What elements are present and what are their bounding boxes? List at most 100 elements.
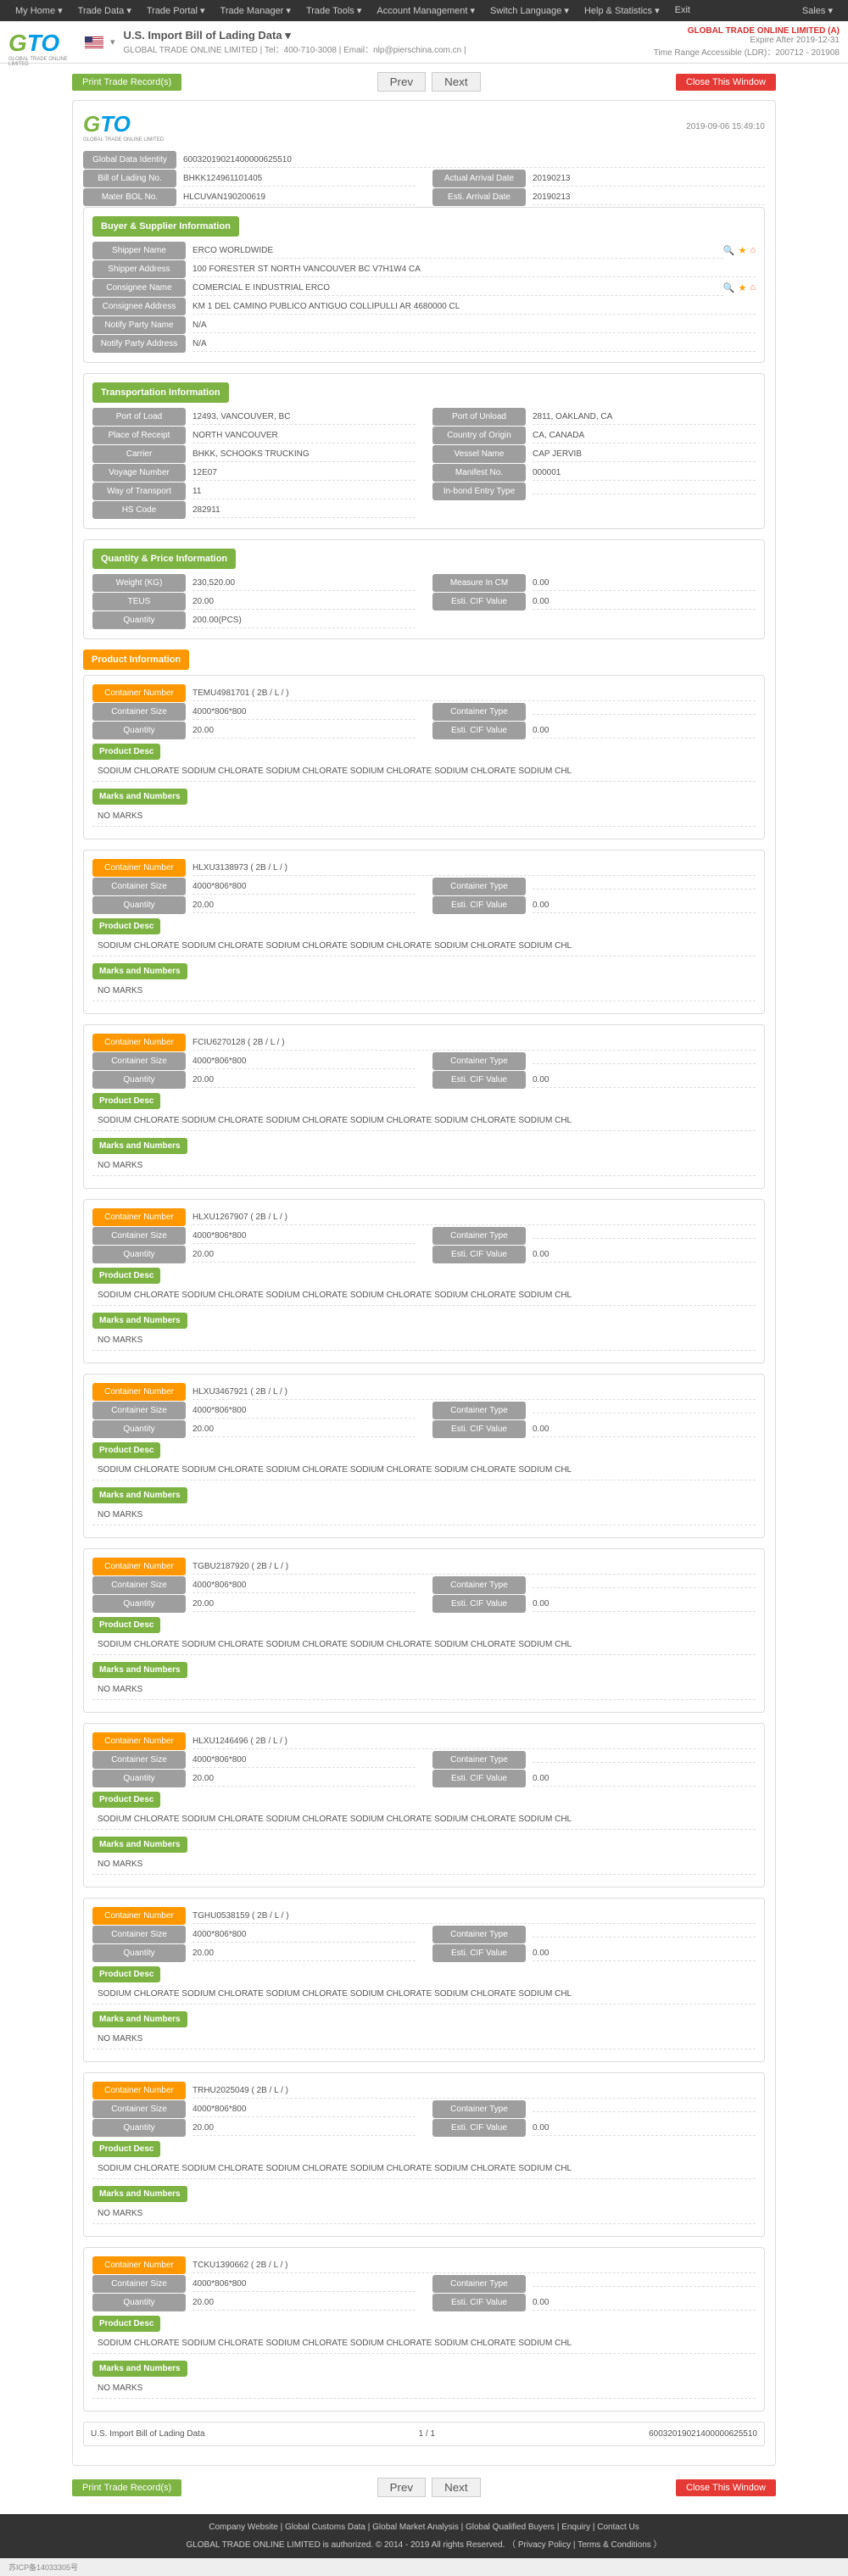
value-origin: CA, CANADA	[533, 428, 756, 443]
content: Print Trade Record(s) Prev Next Close Th…	[64, 64, 784, 2514]
product-desc: SODIUM CHLORATE SODIUM CHLORATE SODIUM C…	[92, 761, 756, 782]
home-icon[interactable]: ⌂	[750, 245, 756, 256]
label-teus: TEUS	[92, 593, 186, 611]
value-container-qty: 20.00	[192, 1771, 416, 1787]
topbar-item[interactable]: Help & Statistics ▾	[577, 3, 667, 18]
value-arrival: 20190213	[533, 171, 765, 187]
value-container-qty: 20.00	[192, 723, 416, 739]
product-desc-label: Product Desc	[92, 918, 160, 934]
topbar-item[interactable]: Trade Data ▾	[71, 3, 138, 18]
value-shipper-name: ERCO WORLDWIDE	[192, 243, 723, 259]
close-button-bottom[interactable]: Close This Window	[676, 2479, 776, 2496]
marks-text: NO MARKS	[92, 981, 756, 1001]
prev-button-bottom[interactable]: Prev	[377, 2478, 426, 2497]
value-notify-addr: N/A	[192, 337, 756, 352]
footer-links[interactable]: Company Website | Global Customs Data | …	[8, 2523, 840, 2532]
value-container-size: 4000*806*800	[192, 2102, 416, 2117]
header: GTOGLOBAL TRADE ONLINE LIMITED ▾ U.S. Im…	[0, 21, 848, 64]
page-subtitle: GLOBAL TRADE ONLINE LIMITED | Tel：400-71…	[124, 42, 654, 55]
print-button[interactable]: Print Trade Record(s)	[72, 74, 181, 91]
topbar-item[interactable]: Trade Manager ▾	[214, 3, 298, 18]
label-container-num: Container Number	[92, 1907, 186, 1925]
container-block: Container NumberHLXU3467921 ( 2B / L / )…	[83, 1374, 765, 1538]
value-teus: 20.00	[192, 594, 416, 610]
value-container-cif: 0.00	[533, 2121, 756, 2136]
label-container-size: Container Size	[92, 703, 186, 721]
value-hs: 282911	[192, 503, 416, 518]
header-right: GLOBAL TRADE ONLINE LIMITED (A) Expire A…	[654, 26, 840, 58]
marks-label: Marks and Numbers	[92, 789, 187, 805]
row-id: Global Data Identity 6003201902140000062…	[83, 151, 765, 169]
container-block: Container NumberTGHU0538159 ( 2B / L / )…	[83, 1898, 765, 2062]
search-icon[interactable]: 🔍	[723, 245, 735, 256]
label-container-type: Container Type	[432, 1227, 526, 1245]
value-container-qty: 20.00	[192, 1946, 416, 1961]
value-container-cif: 0.00	[533, 1597, 756, 1612]
topbar-item[interactable]: Exit	[668, 3, 697, 18]
label-shipper-addr: Shipper Address	[92, 260, 186, 278]
next-button-bottom[interactable]: Next	[432, 2478, 480, 2497]
footer-page: 1 / 1	[419, 2429, 435, 2439]
topbar-item[interactable]: Trade Portal ▾	[140, 3, 212, 18]
value-container-size: 4000*806*800	[192, 1753, 416, 1768]
label-container-cif: Esti. CIF Value	[432, 1246, 526, 1263]
topbar-item[interactable]: Account Management ▾	[370, 3, 482, 18]
label-container-qty: Quantity	[92, 722, 186, 739]
icp-text: 苏ICP备14033305号	[0, 2558, 848, 2576]
label-manifest: Manifest No.	[432, 464, 526, 482]
product-desc-label: Product Desc	[92, 2316, 160, 2332]
label-container-cif: Esti. CIF Value	[432, 1071, 526, 1089]
value-voyage: 12E07	[192, 466, 416, 481]
next-button[interactable]: Next	[432, 72, 480, 92]
value-container-cif: 0.00	[533, 2295, 756, 2311]
label-container-size: Container Size	[92, 1576, 186, 1594]
value-container-cif: 0.00	[533, 1073, 756, 1088]
topbar-item[interactable]: Trade Tools ▾	[299, 3, 368, 18]
label-shipper-name: Shipper Name	[92, 242, 186, 259]
star-icon[interactable]: ★	[738, 245, 746, 256]
product-desc-label: Product Desc	[92, 1792, 160, 1808]
marks-label: Marks and Numbers	[92, 2361, 187, 2377]
label-wot: Way of Transport	[92, 482, 186, 500]
label-container-size: Container Size	[92, 1751, 186, 1769]
label-container-num: Container Number	[92, 1558, 186, 1575]
prev-button[interactable]: Prev	[377, 72, 426, 92]
label-container-size: Container Size	[92, 1926, 186, 1943]
value-container-size: 4000*806*800	[192, 1054, 416, 1069]
value-vessel: CAP JERVIB	[533, 447, 756, 462]
card-header: GTOGLOBAL TRADE ONLINE LIMITED 2019-09-0…	[83, 111, 765, 142]
value-measure: 0.00	[533, 576, 756, 591]
home-icon[interactable]: ⌂	[750, 282, 756, 293]
label-container-type: Container Type	[432, 1402, 526, 1419]
product-desc: SODIUM CHLORATE SODIUM CHLORATE SODIUM C…	[92, 1635, 756, 1655]
label-container-num: Container Number	[92, 859, 186, 877]
label-pol: Port of Load	[92, 408, 186, 426]
header-title-block: U.S. Import Bill of Lading Data ▾ GLOBAL…	[124, 29, 654, 55]
footer-bar: U.S. Import Bill of Lading Data 1 / 1 60…	[83, 2422, 765, 2446]
container-block: Container NumberHLXU1246496 ( 2B / L / )…	[83, 1723, 765, 1887]
dropdown-icon[interactable]: ▾	[110, 36, 115, 47]
value-consignee-name: COMERCIAL E INDUSTRIAL ERCO	[192, 281, 723, 296]
label-container-size: Container Size	[92, 1402, 186, 1419]
value-container-num: HLXU1246496 ( 2B / L / )	[192, 1734, 756, 1749]
topbar-item[interactable]: My Home ▾	[8, 3, 70, 18]
value-container-type	[533, 1408, 756, 1413]
action-bar-bottom: Print Trade Record(s) Prev Next Close Th…	[72, 2478, 776, 2497]
label-container-size: Container Size	[92, 2275, 186, 2293]
logo: GTOGLOBAL TRADE ONLINE LIMITED	[8, 30, 76, 55]
product-desc-label: Product Desc	[92, 1093, 160, 1109]
value-qty: 200.00(PCS)	[192, 613, 416, 628]
star-icon[interactable]: ★	[738, 282, 746, 293]
value-container-size: 4000*806*800	[192, 1229, 416, 1244]
container-block: Container NumberTGBU2187920 ( 2B / L / )…	[83, 1548, 765, 1713]
topbar-item[interactable]: Switch Language ▾	[483, 3, 576, 18]
label-container-qty: Quantity	[92, 1770, 186, 1787]
topbar-sales[interactable]: Sales ▾	[795, 3, 840, 18]
range-text: Time Range Accessible (LDR)：200712 - 201…	[654, 45, 840, 58]
label-carrier: Carrier	[92, 445, 186, 463]
print-button-bottom[interactable]: Print Trade Record(s)	[72, 2479, 181, 2496]
label-container-cif: Esti. CIF Value	[432, 1420, 526, 1438]
search-icon[interactable]: 🔍	[723, 282, 735, 293]
label-mbol: Mater BOL No.	[83, 188, 176, 206]
close-button[interactable]: Close This Window	[676, 74, 776, 91]
